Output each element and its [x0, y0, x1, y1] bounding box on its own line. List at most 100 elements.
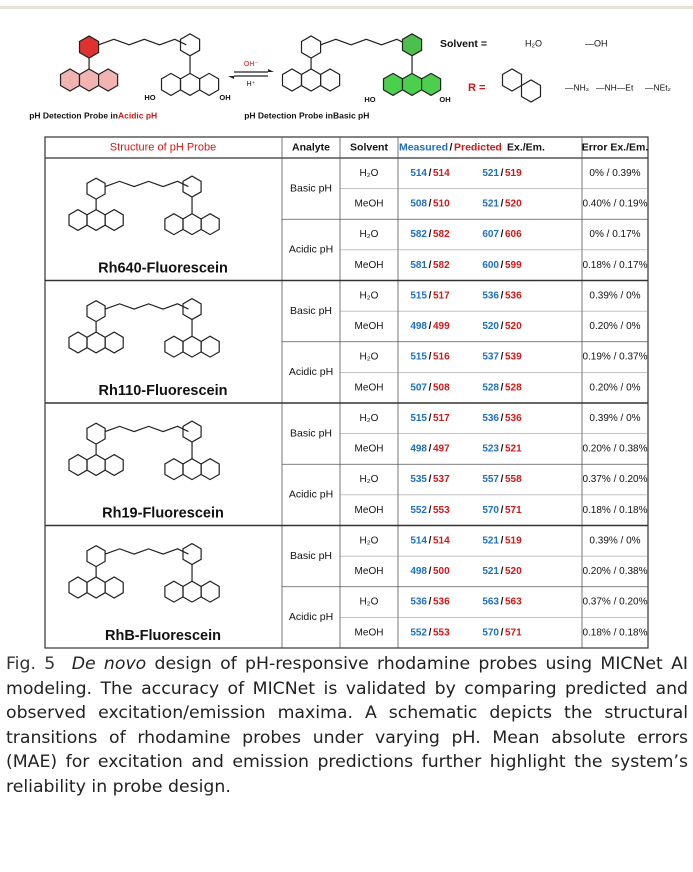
analyte: Acidic pH [289, 366, 333, 378]
ring [86, 331, 106, 354]
predicted-value: 571 [505, 505, 522, 516]
analyte: Basic pH [290, 427, 332, 439]
caption-text: design of pH-responsive rhodamine probes… [6, 654, 688, 797]
scheme-caption: pH Detection Probe in [244, 110, 333, 120]
predicted-value: 508 [433, 382, 450, 393]
ring [300, 35, 322, 59]
ring [182, 213, 202, 236]
ring [182, 297, 202, 321]
solvent: H₂O [360, 413, 379, 424]
predicted-value: 582 [433, 229, 450, 240]
measured-value: 515 [410, 352, 427, 363]
ring [86, 300, 106, 323]
linker [98, 38, 187, 46]
separator: / [429, 229, 432, 240]
ring [401, 33, 423, 57]
arrowhead [228, 76, 234, 79]
measured-value: 536 [482, 413, 499, 424]
ring [182, 175, 202, 198]
ring [164, 580, 184, 603]
solvent: H₂O [360, 352, 379, 363]
solvent: MeOH [355, 321, 384, 332]
solvent-label: Solvent = [440, 38, 487, 50]
predicted-value: 520 [505, 321, 522, 332]
measured-value: 515 [410, 413, 427, 424]
predicted-value: 558 [505, 474, 522, 485]
measured-value: 521 [482, 199, 499, 210]
ring [104, 331, 124, 354]
ring [401, 72, 423, 97]
header: Structure of pH Probe [110, 141, 216, 153]
ring [200, 580, 220, 603]
solvent: MeOH [355, 260, 384, 271]
solvent: MeOH [355, 505, 384, 516]
ring [182, 580, 202, 603]
predicted-value: 514 [433, 168, 450, 179]
predicted-value: 528 [505, 382, 522, 393]
separator: / [501, 321, 504, 332]
error: 0.40% / 0.19% [582, 199, 647, 210]
predicted-value: 520 [505, 199, 522, 210]
predicted-value: 499 [433, 321, 450, 332]
separator: / [501, 474, 504, 485]
separator: / [501, 382, 504, 393]
linker [104, 180, 189, 188]
measured-value: 520 [482, 321, 499, 332]
predicted-value: 500 [433, 566, 450, 577]
ring [179, 33, 201, 57]
solvent: H₂O [525, 38, 542, 48]
probe-name: RhB-Fluorescein [105, 628, 221, 644]
probe-name: Rh640-Fluorescein [98, 260, 228, 276]
predicted-value: 563 [505, 597, 522, 608]
measured-value: 528 [482, 382, 499, 393]
probe-name: Rh19-Fluorescein [102, 505, 224, 521]
ring [421, 72, 442, 97]
separator: / [501, 597, 504, 608]
label: OH [219, 93, 230, 102]
ring [501, 68, 523, 92]
separator: / [501, 229, 504, 240]
linker [104, 425, 189, 433]
solvent: MeOH [355, 566, 384, 577]
scheme-caption-acidic: Acidic pH [118, 110, 157, 120]
separator: / [501, 627, 504, 638]
separator: / [429, 168, 432, 179]
caption: Fig. 5 De novo design of pH-responsive r… [6, 652, 688, 800]
probe-name: Rh110-Fluorescein [99, 383, 228, 399]
predicted-value: 582 [433, 260, 450, 271]
solvent: H₂O [360, 597, 379, 608]
ring [281, 68, 303, 92]
predicted-value: 537 [433, 474, 450, 485]
figure: pH Detection Probe in Acidic pH HO OH OH⁻ H⁺… [0, 6, 693, 649]
ring [86, 576, 106, 599]
ring [68, 208, 88, 232]
separator: / [501, 168, 504, 179]
measured-value: 536 [410, 597, 427, 608]
arrowhead [268, 69, 274, 72]
measured-value: 582 [410, 229, 427, 240]
ring [200, 213, 220, 236]
error: 0.20% / 0% [589, 382, 640, 393]
predicted-value: 553 [433, 505, 450, 516]
separator: / [501, 413, 504, 424]
caption-label: Fig. 5 [6, 654, 56, 674]
separator: / [501, 260, 504, 271]
header: / [450, 141, 453, 153]
measured-value: 514 [410, 535, 427, 546]
measured-value: 570 [482, 627, 499, 638]
measured-value: 535 [410, 474, 427, 485]
linker [104, 303, 189, 310]
measured-value: 523 [482, 444, 499, 455]
error: 0% / 0.39% [589, 168, 640, 179]
analyte: Acidic pH [289, 244, 333, 256]
label: OH [439, 95, 450, 104]
header: Predicted [454, 141, 502, 153]
predicted-value: 497 [433, 444, 450, 455]
error: 0.18% / 0.17% [582, 260, 647, 271]
predicted-value: 521 [505, 444, 522, 455]
measured-value: 552 [410, 627, 427, 638]
measured-value: 563 [482, 597, 499, 608]
separator: / [501, 352, 504, 363]
measured-value: 498 [410, 444, 427, 455]
ring [382, 72, 404, 97]
